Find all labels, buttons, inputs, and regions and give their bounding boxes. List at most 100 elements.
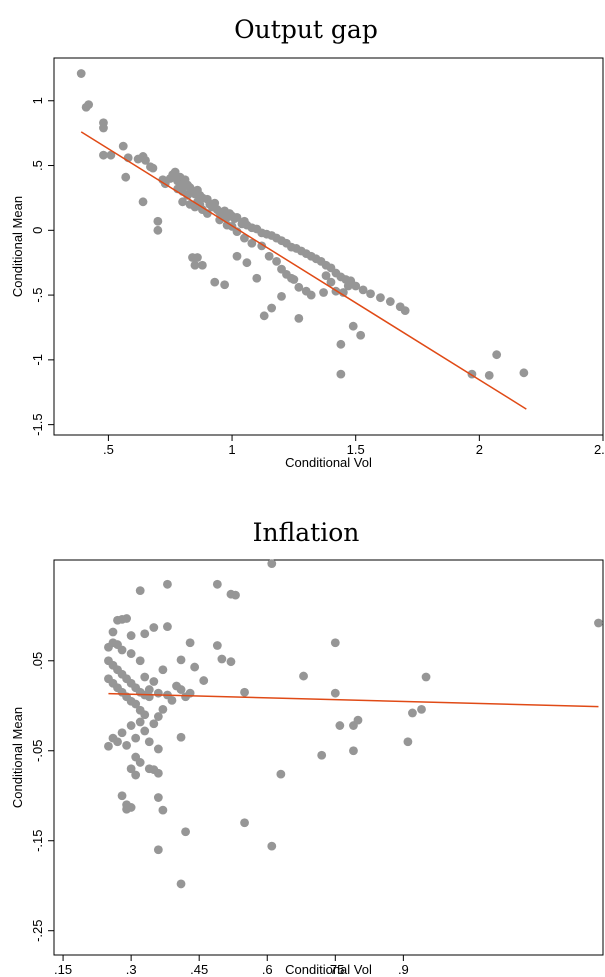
inflation-x-tick-label: .3 — [126, 962, 137, 977]
inflation-data-point — [330, 638, 340, 648]
inflation-data-point — [153, 688, 163, 698]
inflation-data-point — [353, 715, 363, 725]
output-gap-chart: Output gap.511.522.51.50-.5-1-1.5Conditi… — [10, 15, 605, 470]
inflation-data-point — [153, 845, 163, 855]
inflation-data-point — [135, 586, 145, 595]
inflation-data-point — [417, 704, 426, 714]
output-gap-data-point — [99, 123, 108, 133]
inflation-data-point — [276, 769, 286, 779]
inflation-data-point — [140, 710, 150, 720]
output-gap-data-point — [287, 273, 296, 283]
inflation-data-point — [122, 614, 131, 623]
output-gap-data-point — [232, 212, 242, 222]
output-gap-title: Output gap — [234, 15, 378, 44]
output-gap-data-point — [306, 290, 316, 300]
output-gap-data-point — [76, 69, 86, 78]
inflation-data-point — [163, 579, 172, 589]
output-gap-data-point — [190, 260, 200, 270]
inflation-points — [104, 559, 603, 889]
output-gap-data-point — [385, 297, 395, 306]
inflation-fit-line — [108, 692, 599, 708]
inflation-data-point — [267, 559, 277, 568]
inflation-data-point — [131, 733, 141, 743]
inflation-data-point — [158, 665, 168, 675]
output-gap-data-point — [193, 253, 202, 262]
inflation-plot-area — [53, 559, 604, 956]
output-gap-data-point — [138, 197, 148, 207]
inflation-data-point — [181, 827, 190, 837]
output-gap-y-tick-label: 0 — [30, 227, 45, 234]
inflation-data-point — [149, 719, 159, 729]
inflation-x-tick-label: .75 — [326, 962, 344, 977]
inflation-data-point — [408, 708, 417, 718]
inflation-data-point — [144, 737, 154, 747]
inflation-data-point — [176, 732, 186, 742]
inflation-data-point — [158, 704, 168, 714]
inflation-data-point — [167, 695, 177, 705]
inflation-data-point — [153, 768, 163, 778]
output-gap-data-point — [519, 368, 529, 378]
output-gap-fit-line — [80, 131, 527, 410]
inflation-x-axis-label: Conditional Vol — [285, 962, 372, 977]
output-gap-x-axis-label: Conditional Vol — [285, 455, 372, 470]
output-gap-y-tick-label: 1 — [30, 97, 45, 104]
output-gap-data-point — [148, 163, 158, 173]
output-gap-data-point — [247, 238, 257, 248]
output-gap-data-point — [294, 314, 304, 323]
output-gap-data-point — [197, 260, 207, 270]
output-gap-data-point — [272, 256, 281, 266]
inflation-x-tick-label: .15 — [54, 962, 72, 977]
inflation-data-point — [149, 677, 159, 686]
inflation-data-point — [117, 645, 127, 655]
inflation-data-point — [113, 615, 122, 625]
inflation-data-point — [349, 746, 358, 756]
output-gap-data-point — [121, 172, 131, 182]
output-gap-data-point — [358, 285, 368, 295]
inflation-data-point — [149, 623, 159, 632]
inflation-data-point — [403, 737, 413, 747]
inflation-y-tick-label: -.25 — [30, 920, 45, 942]
inflation-data-point — [594, 618, 603, 628]
output-gap-data-point — [321, 271, 331, 281]
inflation-data-point — [135, 717, 145, 727]
inflation-data-point — [135, 656, 145, 666]
output-gap-data-point — [210, 277, 220, 287]
inflation-data-point — [158, 805, 168, 815]
inflation-data-point — [153, 712, 163, 721]
inflation-data-point — [240, 818, 249, 828]
inflation-data-point — [226, 657, 236, 667]
output-gap-x-tick-label: 2 — [476, 442, 483, 457]
output-gap-data-point — [326, 277, 336, 287]
output-gap-data-point — [351, 281, 361, 291]
inflation-data-point — [131, 770, 141, 780]
inflation-data-point — [240, 687, 249, 697]
output-gap-data-point — [348, 321, 358, 331]
inflation-data-point — [126, 721, 136, 730]
inflation-data-point — [212, 579, 222, 589]
output-gap-data-point — [153, 225, 163, 235]
inflation-data-point — [199, 676, 209, 685]
output-gap-data-point — [319, 288, 328, 297]
output-gap-data-point — [141, 155, 150, 165]
output-gap-x-tick-label: 1 — [228, 442, 235, 457]
output-gap-x-tick-label: 1.5 — [347, 442, 365, 457]
output-gap-y-tick-label: -1 — [30, 354, 45, 366]
output-gap-data-point — [106, 150, 116, 160]
inflation-data-point — [140, 672, 150, 682]
output-gap-x-tick-label: 2.5 — [594, 442, 605, 457]
inflation-data-point — [153, 744, 163, 754]
inflation-data-point — [117, 728, 127, 738]
inflation-chart: Inflation .15 .3 .45 .6 .75 .9 .05 -.05 -.15 -.25 C… — [10, 518, 604, 977]
inflation-data-point — [176, 879, 186, 889]
output-gap-data-point — [376, 293, 385, 303]
output-gap-data-point — [118, 141, 128, 151]
inflation-data-point — [126, 631, 136, 640]
output-gap-data-point — [232, 251, 242, 261]
output-gap-y-tick-label: -1.5 — [30, 413, 45, 435]
output-gap-y-tick-label: -.5 — [30, 287, 45, 302]
output-gap-data-point — [484, 371, 494, 380]
output-gap-data-point — [259, 311, 269, 321]
inflation-data-point — [267, 841, 277, 851]
